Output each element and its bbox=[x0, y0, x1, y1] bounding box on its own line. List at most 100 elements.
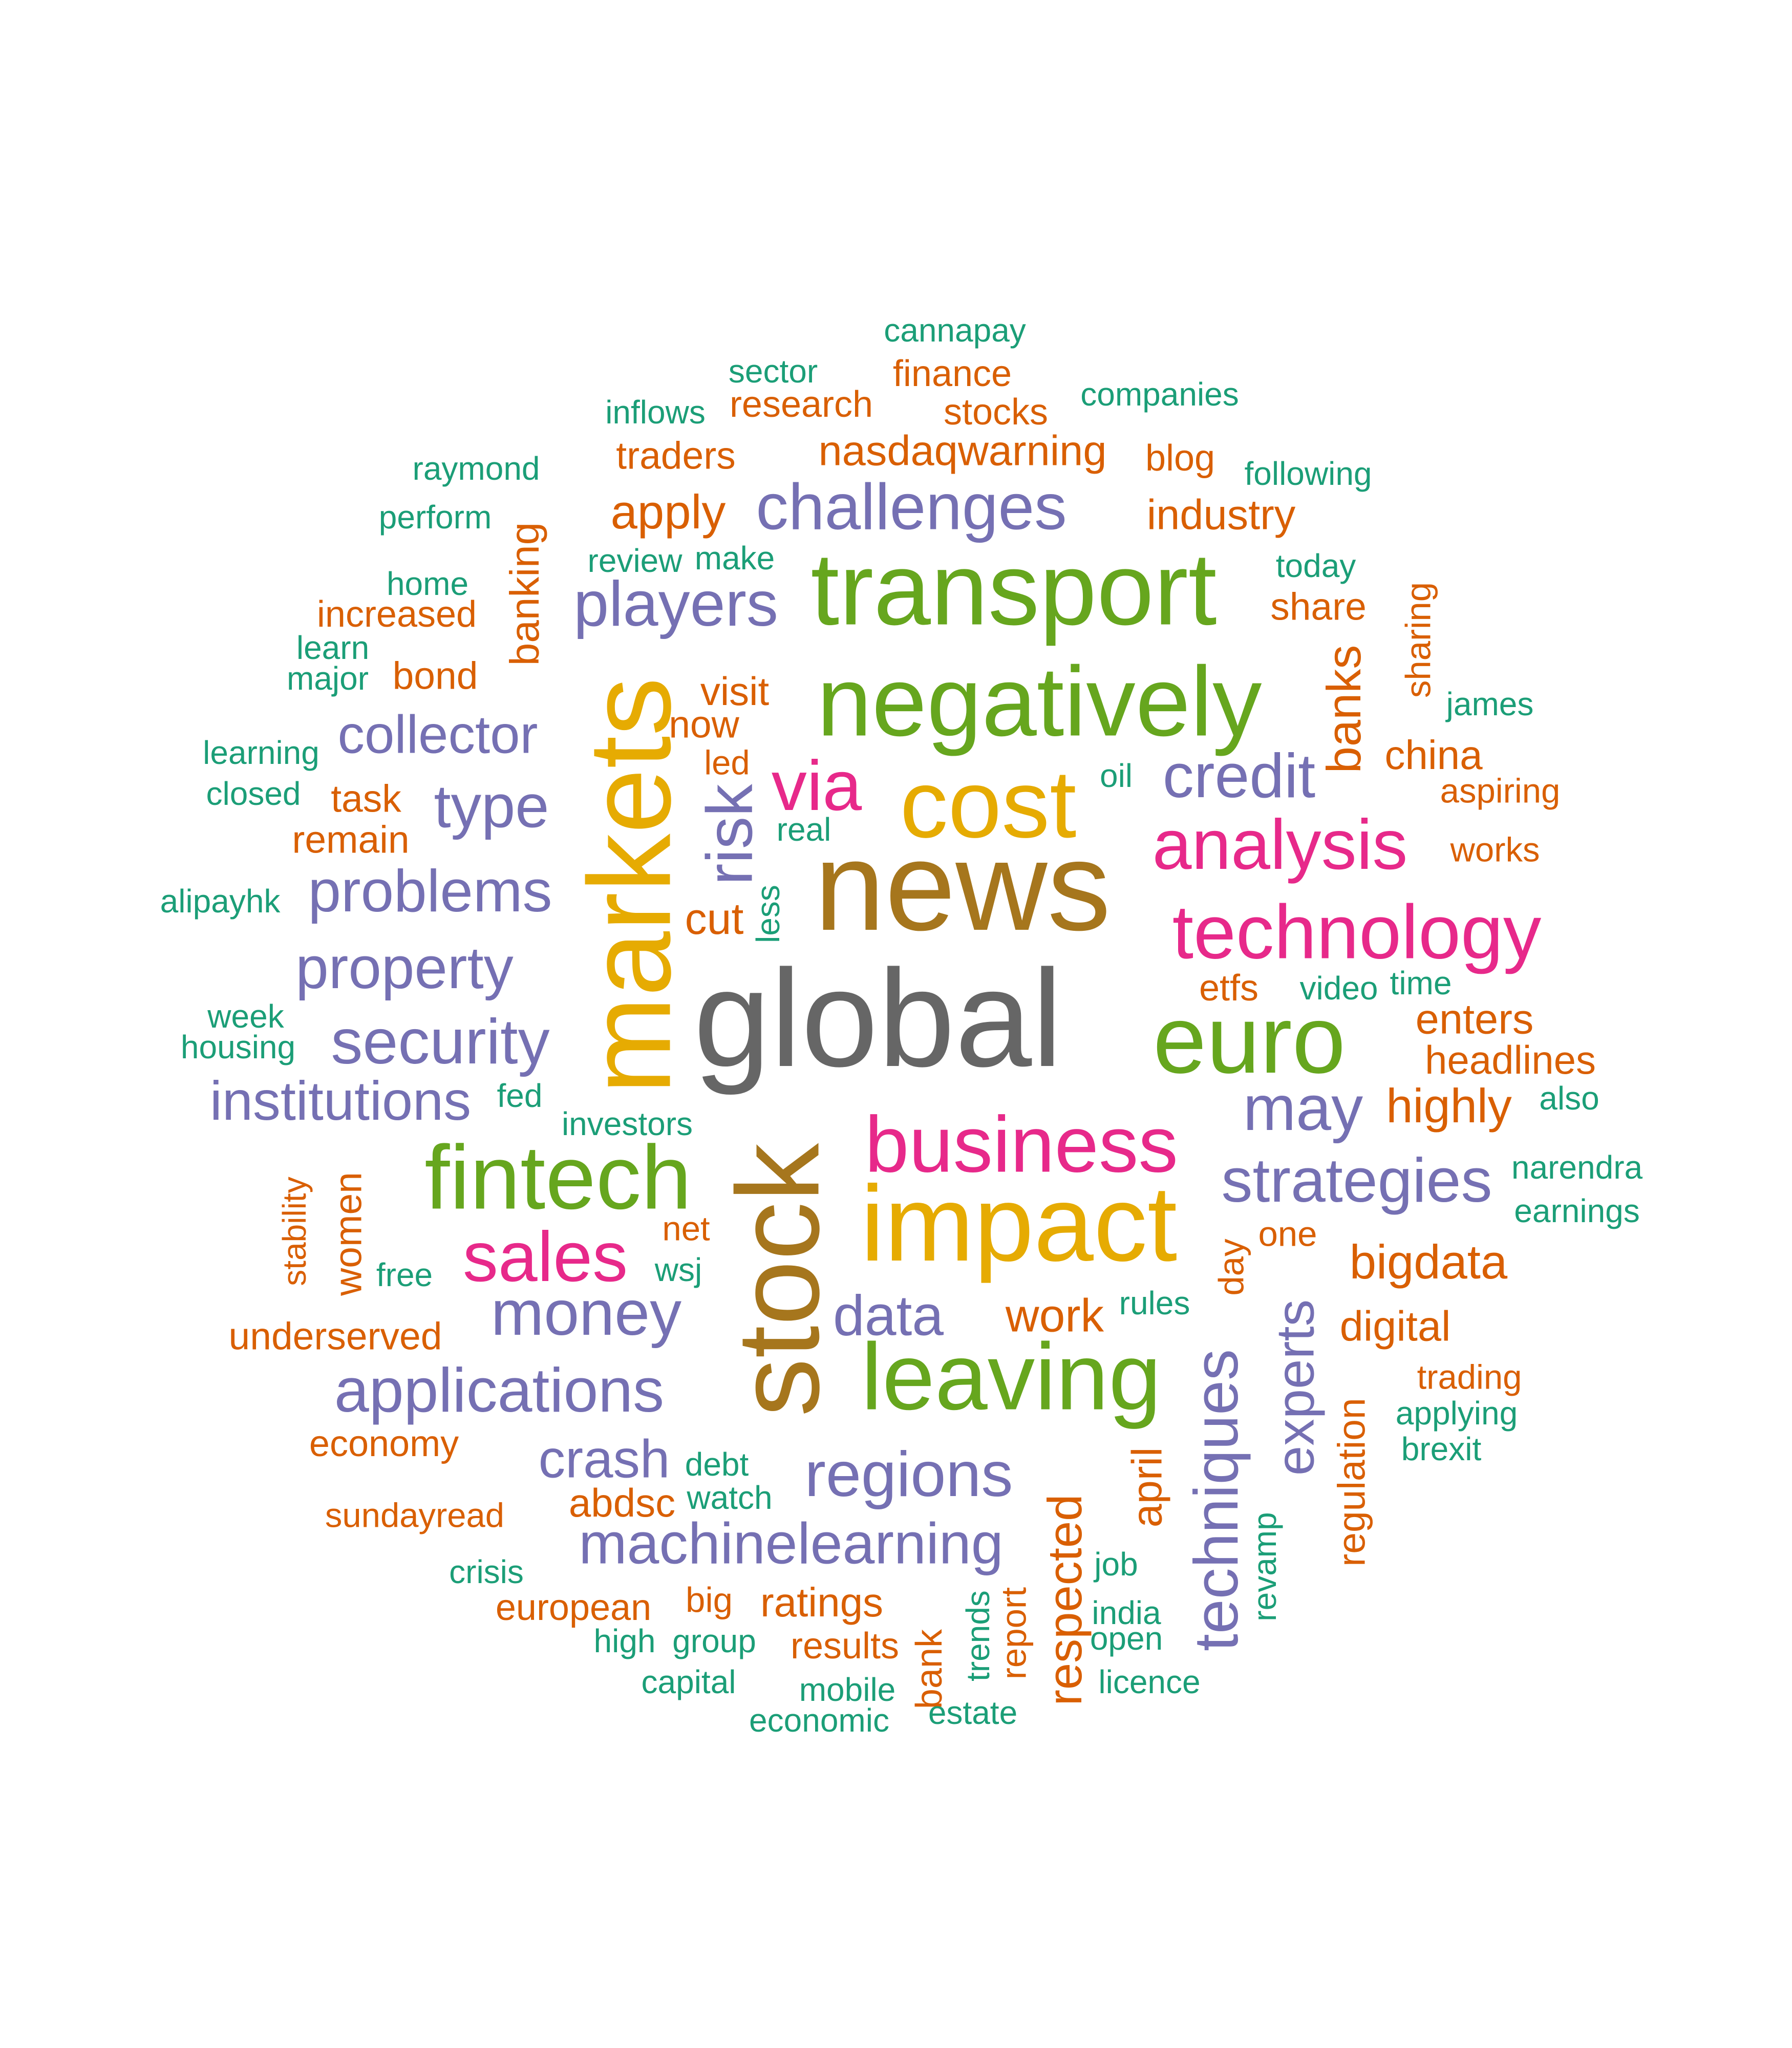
word-players: players bbox=[573, 569, 778, 639]
word-may: may bbox=[1243, 1073, 1363, 1144]
word-underserved: underserved bbox=[228, 1314, 442, 1358]
word-data: data bbox=[833, 1284, 944, 1348]
word-day: day bbox=[1211, 1239, 1251, 1296]
word-now: now bbox=[669, 702, 739, 746]
word-institutions: institutions bbox=[209, 1070, 472, 1132]
word-review: review bbox=[587, 542, 682, 579]
word-capital: capital bbox=[641, 1663, 736, 1700]
word-revamp: revamp bbox=[1246, 1512, 1283, 1622]
word-european: european bbox=[495, 1587, 652, 1628]
word-blog: blog bbox=[1145, 438, 1215, 479]
word-oil: oil bbox=[1099, 757, 1133, 794]
word-cut: cut bbox=[685, 894, 744, 944]
word-companies: companies bbox=[1080, 376, 1239, 413]
word-perform: perform bbox=[378, 499, 492, 536]
word-mobile: mobile bbox=[799, 1671, 896, 1708]
word-today: today bbox=[1275, 547, 1356, 584]
word-collector: collector bbox=[337, 705, 538, 765]
word-regions: regions bbox=[804, 1439, 1013, 1510]
word-net: net bbox=[662, 1209, 710, 1248]
word-cost: cost bbox=[900, 750, 1077, 858]
word-rules: rules bbox=[1119, 1285, 1190, 1321]
word-wsj: wsj bbox=[654, 1251, 702, 1288]
word-cannapay: cannapay bbox=[884, 312, 1026, 349]
word-nasdaqwarning: nasdaqwarning bbox=[818, 426, 1107, 475]
word-james: james bbox=[1446, 686, 1534, 722]
word-trading: trading bbox=[1417, 1358, 1522, 1397]
word-one: one bbox=[1258, 1214, 1317, 1254]
word-learning: learning bbox=[203, 734, 319, 771]
word-women: women bbox=[326, 1172, 370, 1296]
word-time: time bbox=[1390, 965, 1452, 1001]
word-money: money bbox=[490, 1278, 682, 1349]
word-major: major bbox=[286, 660, 369, 697]
word-job: job bbox=[1094, 1546, 1138, 1583]
word-security: security bbox=[331, 1007, 550, 1077]
word-fintech: fintech bbox=[424, 1126, 692, 1228]
word-video: video bbox=[1299, 970, 1378, 1007]
word-sharing: sharing bbox=[1398, 582, 1438, 698]
word-sundayread: sundayread bbox=[325, 1496, 505, 1535]
word-transport: transport bbox=[810, 531, 1217, 647]
word-inflows: inflows bbox=[605, 394, 706, 431]
word-aspiring: aspiring bbox=[1440, 772, 1561, 810]
word-business: business bbox=[865, 1100, 1178, 1189]
word-strategies: strategies bbox=[1221, 1145, 1492, 1215]
word-report: report bbox=[994, 1587, 1034, 1680]
word-bigdata: bigdata bbox=[1349, 1235, 1508, 1289]
word-closed: closed bbox=[206, 775, 301, 812]
word-raymond: raymond bbox=[412, 450, 540, 487]
word-big: big bbox=[685, 1580, 733, 1620]
word-stock: stock bbox=[712, 1143, 844, 1417]
word-news: news bbox=[814, 815, 1111, 957]
word-crisis: crisis bbox=[449, 1553, 524, 1590]
word-debt: debt bbox=[685, 1446, 749, 1483]
word-make: make bbox=[694, 540, 775, 577]
word-less: less bbox=[750, 885, 786, 943]
word-applications: applications bbox=[334, 1355, 665, 1425]
word-banking: banking bbox=[502, 522, 547, 666]
word-euro: euro bbox=[1153, 986, 1346, 1093]
word-enters: enters bbox=[1415, 995, 1534, 1043]
word-regulation: regulation bbox=[1330, 1398, 1373, 1567]
word-works: works bbox=[1450, 830, 1540, 869]
word-earnings: earnings bbox=[1514, 1192, 1640, 1229]
word-home: home bbox=[386, 565, 469, 602]
word-april: april bbox=[1123, 1447, 1171, 1528]
word-machinelearning: machinelearning bbox=[579, 1511, 1004, 1576]
word-analysis: analysis bbox=[1152, 805, 1408, 884]
word-economic: economic bbox=[749, 1702, 889, 1739]
word-sector: sector bbox=[728, 353, 818, 390]
word-negatively: negatively bbox=[817, 646, 1262, 757]
word-risk: risk bbox=[693, 784, 766, 885]
word-digital: digital bbox=[1339, 1302, 1451, 1350]
word-stability: stability bbox=[276, 1177, 313, 1286]
word-via: via bbox=[771, 746, 862, 825]
word-challenges: challenges bbox=[756, 470, 1067, 543]
word-work: work bbox=[1005, 1290, 1104, 1342]
word-also: also bbox=[1539, 1080, 1599, 1117]
word-impact: impact bbox=[860, 1163, 1178, 1284]
word-week: week bbox=[207, 998, 284, 1035]
word-narendra: narendra bbox=[1511, 1149, 1643, 1186]
word-stocks: stocks bbox=[943, 392, 1049, 433]
word-type: type bbox=[434, 772, 549, 841]
word-estate: estate bbox=[928, 1694, 1018, 1731]
word-highly: highly bbox=[1386, 1079, 1512, 1133]
word-learn: learn bbox=[296, 629, 370, 666]
word-techniques: techniques bbox=[1181, 1349, 1251, 1652]
word-credit: credit bbox=[1162, 741, 1316, 810]
word-results: results bbox=[790, 1626, 900, 1667]
word-leaving: leaving bbox=[861, 1324, 1162, 1430]
word-investors: investors bbox=[561, 1105, 693, 1142]
word-bond: bond bbox=[392, 654, 478, 697]
word-abdsc: abdsc bbox=[568, 1480, 676, 1525]
word-traders: traders bbox=[616, 434, 736, 477]
word-free: free bbox=[376, 1256, 433, 1293]
word-real: real bbox=[776, 811, 831, 848]
word-applying: applying bbox=[1395, 1395, 1518, 1432]
word-licence: licence bbox=[1098, 1663, 1201, 1700]
word-fed: fed bbox=[497, 1077, 543, 1114]
word-research: research bbox=[729, 384, 873, 425]
